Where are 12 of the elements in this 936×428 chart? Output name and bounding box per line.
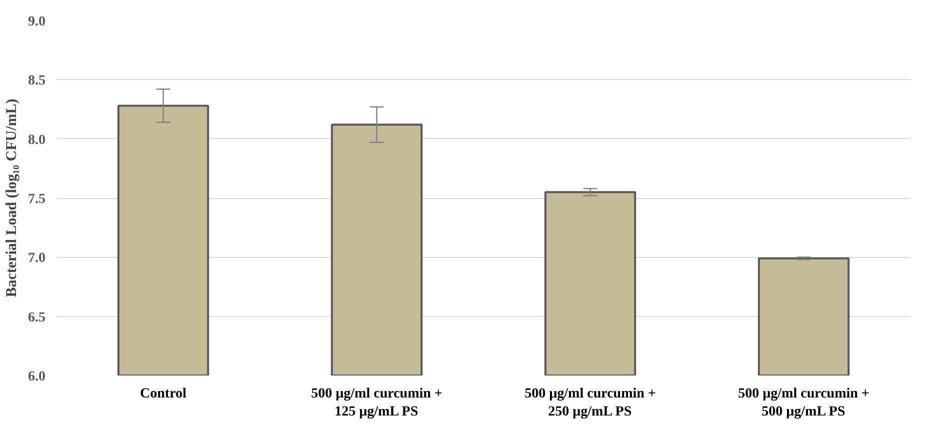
y-tick-label: 9.0	[28, 14, 46, 30]
x-tick-label: 500 µg/ml curcumin + 125 µg/mL PS	[311, 386, 442, 420]
y-tick-label: 7.0	[28, 251, 46, 266]
y-tick-label: 6.5	[28, 310, 46, 326]
y-tick-label: 8.0	[28, 132, 46, 148]
y-tick-label: 7.5	[28, 192, 46, 207]
x-tick-label: 500 µg/ml curcumin + 500 µg/mL PS	[738, 386, 870, 420]
x-tick-label: Control	[140, 386, 187, 402]
y-tick-label: 6.0	[28, 370, 46, 384]
y-axis-title: Bacterial Load (log₁₀ CFU/mL)	[4, 98, 20, 298]
y-tick-label: 8.5	[28, 74, 46, 89]
x-tick-label: 500 µg/ml curcumin + 250 µg/mL PS	[524, 386, 656, 420]
